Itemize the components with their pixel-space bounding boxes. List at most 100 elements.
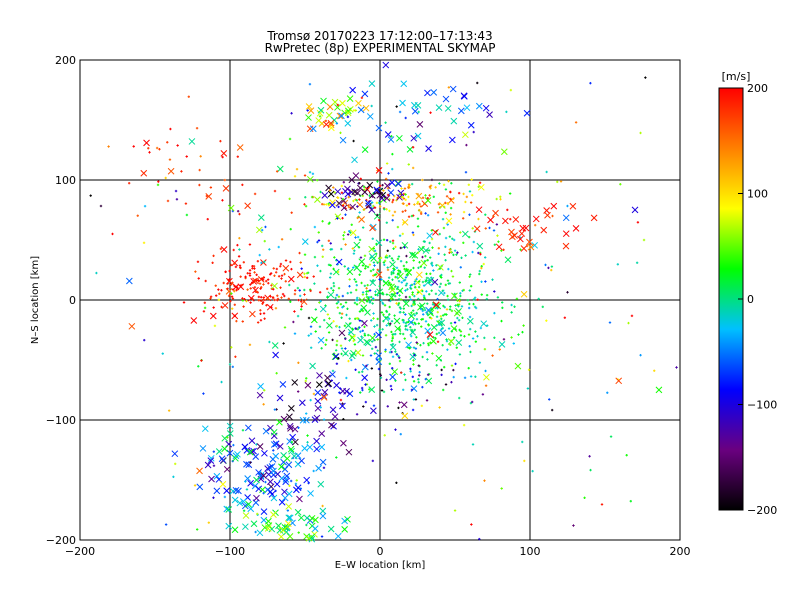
data-point	[413, 280, 417, 283]
data-point	[409, 287, 413, 290]
data-point	[229, 283, 233, 286]
data-point	[393, 314, 396, 317]
data-point	[264, 525, 272, 532]
data-point	[437, 331, 441, 335]
data-point	[248, 450, 252, 453]
data-point	[212, 306, 215, 309]
data-point	[349, 229, 357, 237]
data-point	[442, 365, 446, 369]
data-point	[303, 253, 307, 256]
data-point	[348, 331, 351, 334]
data-point	[361, 146, 369, 153]
data-point	[309, 398, 312, 402]
data-point	[394, 275, 397, 279]
data-point	[281, 488, 288, 496]
data-point	[478, 181, 482, 184]
data-point	[331, 338, 334, 342]
data-point	[362, 363, 369, 371]
data-point	[431, 246, 434, 249]
data-point	[424, 89, 431, 97]
data-point	[399, 432, 402, 436]
data-point	[340, 247, 343, 251]
data-point	[336, 270, 340, 274]
data-point	[387, 317, 391, 320]
data-point	[309, 289, 312, 293]
data-point	[402, 319, 405, 322]
data-point	[422, 341, 425, 345]
data-point	[349, 291, 353, 294]
data-point	[429, 187, 432, 190]
data-point	[439, 315, 442, 318]
data-point	[429, 111, 432, 114]
data-point	[442, 226, 446, 230]
data-point	[372, 268, 375, 271]
data-point	[411, 293, 414, 296]
data-point	[315, 117, 323, 124]
data-point	[235, 319, 238, 323]
data-point	[465, 143, 468, 147]
data-point	[435, 264, 438, 267]
data-point	[249, 310, 256, 318]
data-point	[441, 217, 445, 221]
data-point	[477, 251, 480, 255]
data-point	[472, 130, 475, 134]
data-point	[252, 264, 256, 268]
data-point	[286, 413, 293, 421]
data-point	[470, 400, 474, 404]
data-point	[461, 316, 464, 320]
data-point	[463, 376, 467, 379]
data-point	[329, 242, 332, 245]
data-point	[262, 298, 265, 301]
data-point	[430, 308, 433, 311]
data-point	[412, 398, 416, 401]
data-point	[194, 270, 197, 273]
data-point	[431, 264, 434, 267]
data-point	[424, 194, 427, 197]
data-point	[487, 216, 494, 224]
data-point	[444, 283, 447, 287]
data-point	[369, 269, 373, 273]
data-point	[288, 137, 292, 141]
data-point	[391, 293, 395, 296]
data-point	[270, 284, 273, 287]
data-point	[282, 264, 290, 272]
data-point	[357, 336, 364, 344]
data-point	[365, 364, 368, 368]
data-point	[226, 287, 229, 290]
data-point	[335, 362, 339, 365]
data-point	[409, 326, 412, 329]
data-point	[299, 487, 303, 490]
data-point	[354, 236, 357, 239]
data-point	[395, 353, 399, 356]
data-point	[248, 274, 252, 277]
data-point	[462, 288, 466, 292]
data-point	[220, 149, 228, 157]
data-point	[430, 337, 437, 345]
data-point	[315, 381, 323, 388]
data-point	[164, 523, 168, 526]
data-point	[393, 210, 397, 214]
data-point	[425, 272, 428, 276]
data-point	[326, 287, 329, 291]
data-point	[403, 373, 406, 376]
data-point	[172, 475, 175, 479]
data-point	[293, 289, 297, 292]
data-point	[196, 483, 204, 491]
data-point	[400, 401, 408, 409]
data-point	[500, 249, 503, 252]
data-point	[642, 238, 646, 242]
data-point	[325, 184, 332, 192]
data-point	[298, 289, 301, 292]
data-point	[446, 298, 450, 301]
data-point	[296, 495, 303, 503]
data-point	[303, 203, 306, 206]
data-point	[426, 358, 429, 361]
data-point	[631, 206, 639, 214]
data-point	[476, 335, 479, 338]
data-point	[314, 389, 322, 397]
data-point	[411, 231, 415, 234]
data-point	[344, 301, 348, 304]
data-point	[412, 266, 415, 270]
data-point	[397, 302, 401, 305]
data-point	[161, 352, 164, 355]
